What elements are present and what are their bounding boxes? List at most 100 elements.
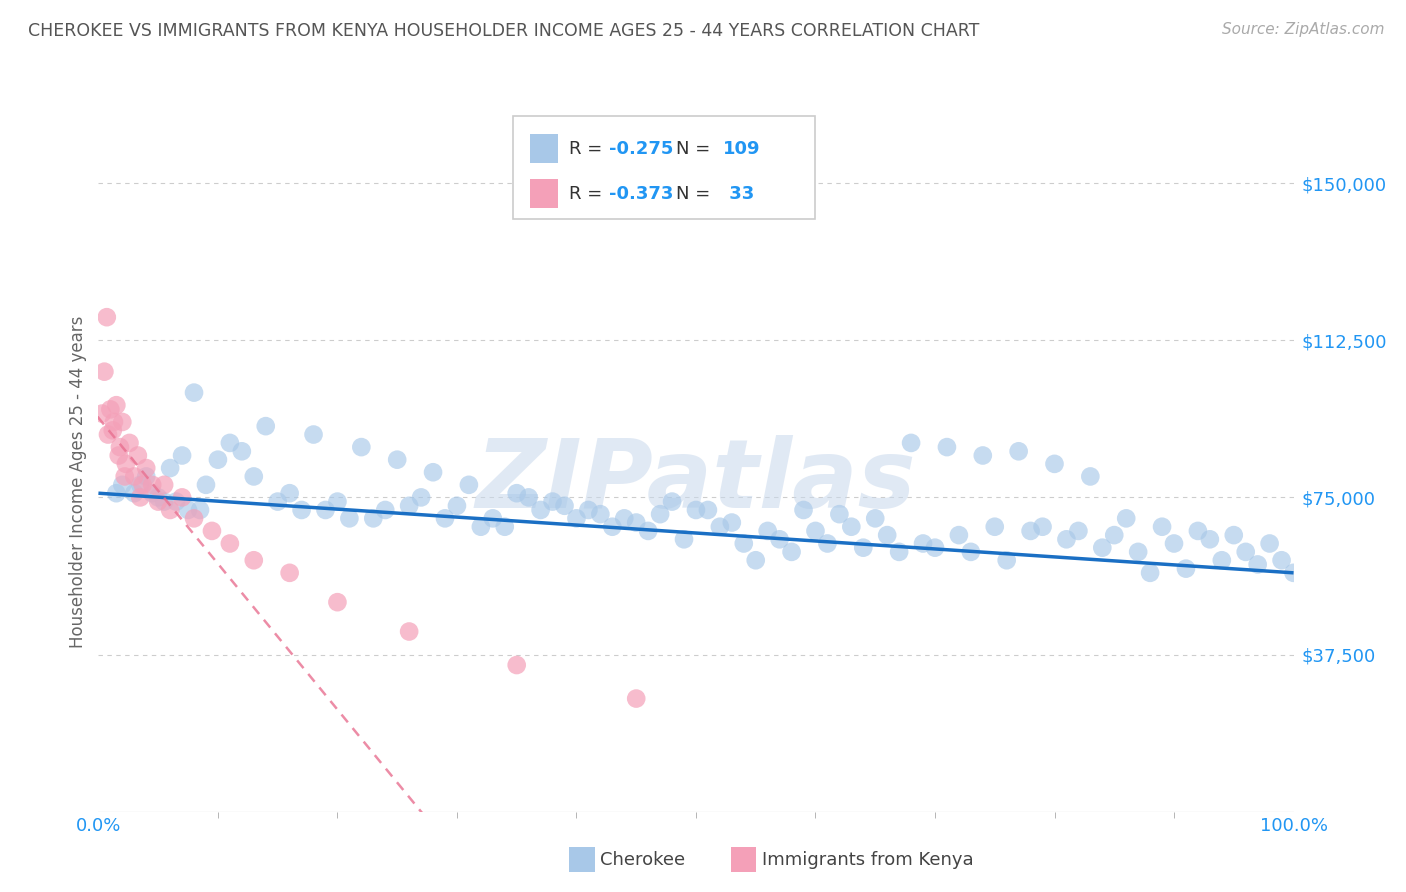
Point (1032, 520, 1054, 534)
Point (363, 511, 385, 525)
Point (111, 415, 134, 429)
Point (129, 491, 152, 505)
Point (541, 494, 564, 508)
Point (852, 541, 875, 555)
Point (697, 503, 720, 517)
Point (98, 402, 122, 417)
Point (793, 503, 815, 517)
Point (839, 520, 862, 534)
Point (995, 553, 1018, 567)
Text: R =: R = (569, 185, 609, 202)
Point (1067, 524, 1090, 538)
Point (1187, 524, 1209, 538)
Point (924, 541, 946, 555)
Point (554, 499, 576, 513)
Point (326, 494, 349, 508)
Point (1282, 566, 1305, 580)
Point (159, 461, 181, 475)
Point (1234, 545, 1257, 559)
Point (972, 449, 994, 463)
Point (685, 503, 707, 517)
Point (815, 536, 838, 550)
Point (624, 516, 647, 530)
Point (948, 528, 970, 542)
Point (183, 385, 205, 400)
Text: Source: ZipAtlas.com: Source: ZipAtlas.com (1222, 22, 1385, 37)
Point (91, 407, 114, 421)
Point (506, 658, 529, 673)
Point (565, 511, 588, 525)
Point (96, 310, 118, 325)
Point (326, 595, 349, 609)
Point (983, 520, 1005, 534)
Point (124, 486, 146, 500)
Point (661, 494, 683, 508)
Point (148, 494, 170, 508)
Point (141, 486, 163, 500)
Point (219, 436, 242, 450)
Point (1091, 541, 1114, 555)
Point (172, 491, 194, 505)
Point (231, 444, 253, 458)
Text: N =: N = (676, 185, 716, 202)
Point (613, 511, 636, 525)
Point (828, 507, 851, 521)
Point (1054, 533, 1078, 547)
Point (433, 511, 456, 525)
Point (177, 503, 200, 517)
Point (201, 524, 224, 538)
Point (589, 507, 612, 521)
Point (624, 691, 647, 706)
Point (1043, 457, 1066, 471)
Point (153, 494, 176, 508)
Point (1271, 553, 1294, 567)
Point (422, 465, 444, 479)
Text: N =: N = (676, 139, 716, 158)
Text: 109: 109 (723, 139, 761, 158)
Point (398, 624, 420, 639)
Point (219, 536, 242, 550)
Point (1128, 545, 1150, 559)
Point (141, 478, 163, 492)
Point (863, 511, 886, 525)
Point (1246, 558, 1268, 572)
Point (1175, 561, 1198, 575)
Point (457, 478, 479, 492)
Point (1222, 528, 1246, 542)
Point (172, 449, 194, 463)
Point (315, 503, 337, 517)
Point (1139, 566, 1161, 580)
Point (105, 398, 128, 412)
Point (135, 469, 157, 483)
Point (1102, 528, 1125, 542)
Point (131, 478, 153, 492)
Point (768, 533, 790, 547)
Point (350, 440, 373, 454)
Point (1258, 536, 1281, 550)
Point (108, 440, 131, 454)
Point (1080, 469, 1102, 483)
Point (115, 457, 138, 471)
Point (780, 545, 803, 559)
Point (290, 503, 312, 517)
Point (1115, 511, 1137, 525)
Point (159, 503, 181, 517)
Point (1211, 553, 1233, 567)
Point (889, 545, 911, 559)
Point (529, 503, 551, 517)
Point (637, 524, 659, 538)
Y-axis label: Householder Income Ages 25 - 44 years: Householder Income Ages 25 - 44 years (69, 316, 87, 648)
Text: ZIPatlas: ZIPatlas (475, 435, 917, 528)
Point (745, 553, 768, 567)
Point (911, 536, 934, 550)
Text: R =: R = (569, 139, 609, 158)
Point (600, 520, 623, 534)
Point (267, 494, 290, 508)
Point (278, 566, 301, 580)
Text: Cherokee: Cherokee (600, 851, 686, 869)
Point (733, 536, 755, 550)
Point (411, 491, 433, 505)
Point (385, 452, 409, 467)
Point (114, 469, 136, 483)
Point (129, 478, 152, 492)
